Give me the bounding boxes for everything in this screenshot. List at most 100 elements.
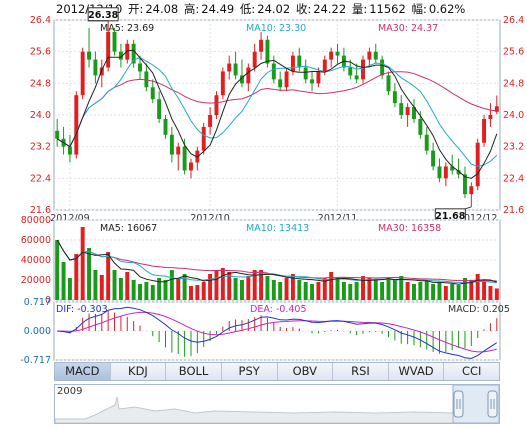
volume-bar xyxy=(163,280,168,300)
candle xyxy=(367,51,372,60)
candle xyxy=(322,59,327,72)
candle xyxy=(227,63,232,72)
volume-bar xyxy=(399,276,404,300)
price-tick-right: 21.6 xyxy=(503,205,524,216)
candle xyxy=(169,134,174,155)
price-tick-right: 24.8 xyxy=(503,78,524,89)
volume-bar xyxy=(335,278,340,300)
volume-bar xyxy=(144,282,149,300)
close-label: 收: xyxy=(295,2,312,16)
candle xyxy=(138,63,142,72)
candle xyxy=(233,63,238,76)
tab-rsi[interactable]: RSI xyxy=(333,363,389,380)
extreme-label: 26.38 xyxy=(88,10,118,21)
volume-bar xyxy=(201,282,206,300)
tab-kdj[interactable]: KDJ xyxy=(111,363,167,380)
tab-boll[interactable]: BOLL xyxy=(166,363,222,380)
candle xyxy=(176,146,181,155)
price-tick-right: 23.2 xyxy=(503,142,524,153)
candle xyxy=(74,95,79,155)
candle xyxy=(335,51,340,56)
candle xyxy=(220,71,225,96)
volume-bar xyxy=(99,275,104,300)
volume-bar xyxy=(418,282,423,300)
candle xyxy=(443,166,448,179)
candle xyxy=(405,107,410,115)
x-tick-label: 2012/09 xyxy=(50,213,89,224)
volume-bar xyxy=(87,248,92,300)
ma30-line xyxy=(56,71,497,148)
volume-bar xyxy=(233,278,238,300)
price-tick-right: 25.6 xyxy=(503,47,524,58)
price-legend-ma30: MA30: 24.37 xyxy=(378,23,438,34)
price-tick-left: 22.4 xyxy=(30,173,51,184)
candle xyxy=(55,130,60,139)
candle xyxy=(456,170,461,175)
volume-legend-ma10: MA10: 13413 xyxy=(246,223,309,234)
volume-bar xyxy=(93,270,98,300)
volume-bar xyxy=(310,284,315,300)
volume-bar xyxy=(373,280,378,300)
macd-legend-dif: DIF: -0.303 xyxy=(56,304,108,315)
volume-bar xyxy=(437,282,442,300)
candle xyxy=(462,174,467,195)
tab-cci[interactable]: CCI xyxy=(461,364,482,378)
macd-tick: 0.717 xyxy=(24,297,51,308)
tab-obv[interactable]: OBV xyxy=(278,363,334,380)
high-label: 高: xyxy=(183,2,200,16)
candle xyxy=(399,103,404,115)
candle xyxy=(201,126,206,151)
ma5-line xyxy=(56,49,498,179)
candle xyxy=(380,59,385,76)
volume-bar xyxy=(80,227,85,300)
volume-bar xyxy=(443,286,448,300)
candle xyxy=(144,71,149,88)
extreme-label: 21.68 xyxy=(435,211,465,222)
volume-bar xyxy=(125,272,130,300)
volume-bar xyxy=(265,276,270,300)
navigator-right-handle[interactable] xyxy=(487,390,498,418)
candle xyxy=(157,99,162,119)
candle xyxy=(163,118,168,135)
candle xyxy=(252,51,257,68)
volume-bar xyxy=(138,284,142,300)
candle xyxy=(386,75,391,92)
volume-legend-ma30: MA30: 16358 xyxy=(378,223,441,234)
volume-bar xyxy=(112,270,117,300)
tab-macd[interactable]: MACD xyxy=(55,363,111,380)
candle xyxy=(354,75,359,80)
volume-bar xyxy=(157,278,162,300)
navigator-left-handle[interactable] xyxy=(453,390,464,418)
tab-wvad[interactable]: WVAD xyxy=(389,363,445,380)
volume-bar xyxy=(482,282,487,300)
ma10-line xyxy=(56,57,498,168)
volume-bar xyxy=(469,280,474,300)
candle xyxy=(125,43,130,60)
low-label: 低: xyxy=(239,2,256,16)
volume-bar xyxy=(74,254,79,300)
volume-bar xyxy=(227,272,232,300)
price-tick-left: 26.4 xyxy=(30,15,51,26)
tab-psy[interactable]: PSY xyxy=(222,363,278,380)
candle xyxy=(475,142,480,187)
candle xyxy=(329,51,334,60)
volume-bar xyxy=(284,278,289,300)
candle xyxy=(418,118,423,135)
volume-bar xyxy=(118,278,123,300)
range-navigator[interactable]: 2009 xyxy=(54,384,500,424)
macd-tick: 0.000 xyxy=(24,326,51,337)
volume-bar xyxy=(150,285,155,300)
candle xyxy=(303,67,308,80)
candle xyxy=(278,79,283,88)
price-tick-left: 24.0 xyxy=(30,110,51,121)
volume-bar xyxy=(329,272,334,300)
candle xyxy=(361,59,365,80)
candle xyxy=(189,162,193,171)
candle xyxy=(284,71,289,88)
candle xyxy=(106,31,111,68)
candle xyxy=(297,55,302,68)
candle xyxy=(450,166,455,171)
volume-bar xyxy=(297,280,302,300)
volume-bar xyxy=(354,282,359,300)
